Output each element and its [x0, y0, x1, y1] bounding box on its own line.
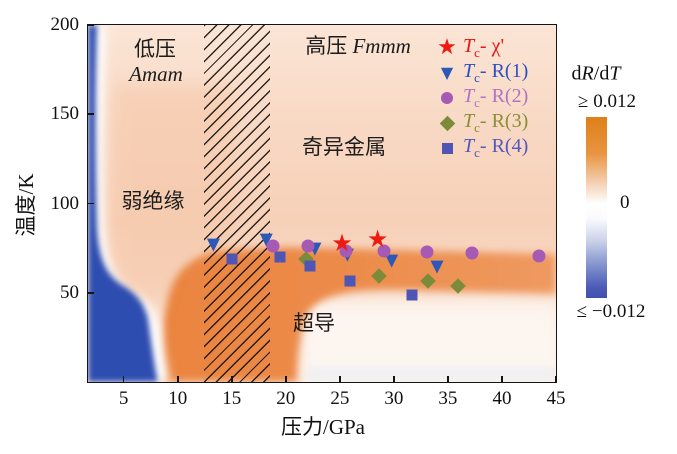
legend-circle-icon	[441, 92, 453, 105]
weak-insulator-label: 弱绝缘	[121, 189, 185, 213]
legend-item-label: Tc- χ'	[463, 34, 505, 60]
x-tick-label: 10	[168, 388, 188, 409]
data-point-star: ★	[331, 228, 353, 257]
y-tick-label: 200	[50, 14, 80, 35]
legend-item: ★ Tc- χ'	[434, 35, 528, 60]
x-tick-label: 40	[492, 388, 512, 409]
high-pressure-label: 高压 Fmmm	[305, 34, 411, 58]
legend-diamond-icon	[434, 115, 460, 132]
data-point-circle	[465, 246, 479, 260]
strange-metal-label: 奇异金属	[302, 135, 386, 159]
legend-item: ▼ Tc- R(1)	[434, 60, 528, 85]
y-tick	[88, 113, 94, 116]
data-point-star: ★	[366, 225, 389, 254]
legend-triangle-icon: ▼	[440, 62, 454, 82]
legend-item-label: Tc- R(3)	[463, 110, 529, 136]
x-tick	[555, 376, 557, 382]
plot-area: 低压 Amam 高压 Fmmm 弱绝缘 奇异金属 超导 ★ Tc- χ' ▼ Tc- …	[51, 14, 566, 409]
x-tick	[122, 376, 125, 382]
x-tick-label: 5	[118, 388, 129, 409]
legend-square-icon	[434, 140, 460, 156]
x-tick	[501, 376, 503, 382]
legend-circle-icon	[434, 90, 460, 106]
legend-item-label: Tc- R(1)	[463, 59, 529, 85]
x-tick	[230, 376, 233, 382]
colorbar-gradient	[586, 117, 607, 298]
amam-phase-label: Amam	[129, 62, 183, 86]
y-tick-label: 50	[60, 281, 79, 303]
data-point-square	[304, 260, 316, 272]
data-point-triangle: ▼	[385, 250, 399, 271]
low-pressure-label: 低压	[134, 37, 176, 61]
x-tick	[284, 376, 287, 382]
data-point-triangle: ▼	[430, 256, 444, 277]
data-point-square	[344, 275, 356, 287]
x-tick-label: 45	[546, 388, 566, 409]
data-point-circle	[301, 239, 315, 253]
legend-star-icon: ★	[437, 34, 457, 60]
data-point-circle	[532, 249, 546, 263]
data-point-square	[274, 251, 286, 263]
y-tick	[88, 291, 94, 294]
x-tick	[176, 376, 179, 382]
legend-square-icon	[441, 143, 453, 155]
legend-item: Tc- R(3)	[434, 110, 529, 136]
y-axis-label: 温度/K	[14, 173, 38, 237]
legend-item: Tc- R(4)	[434, 135, 529, 161]
data-point-square	[226, 253, 238, 265]
y-tick	[88, 24, 94, 26]
colorbar-max-label: ≥ 0.012	[578, 91, 636, 112]
data-point-circle	[420, 245, 434, 259]
y-tick-label: 150	[50, 103, 80, 125]
x-tick	[393, 376, 395, 382]
x-tick-label: 20	[276, 388, 296, 409]
legend-diamond-icon	[439, 115, 455, 132]
x-tick-label: 30	[384, 388, 404, 409]
superconductor-label: 超导	[293, 311, 335, 335]
legend-item-label: Tc- R(2)	[463, 84, 529, 110]
data-point-triangle: ▼	[206, 234, 220, 255]
x-axis-label: 压力/GPa	[281, 415, 365, 439]
legend-item-label: Tc- R(4)	[463, 135, 529, 161]
legend: ★ Tc- χ' ▼ Tc- R(1) Tc- R(2) Tc- R(3) Tc- R(4)	[434, 35, 528, 161]
data-point-square	[406, 289, 418, 301]
x-tick-label: 25	[330, 388, 350, 409]
x-tick	[447, 376, 449, 382]
data-point-circle	[339, 244, 353, 258]
colorbar-min-label: ≤ −0.012	[576, 301, 646, 322]
colorbar-zero-label: 0	[620, 192, 630, 213]
hatched-transition-band	[203, 25, 270, 382]
data-point-circle	[377, 244, 391, 258]
y-tick	[88, 202, 94, 205]
data-point-circle	[266, 239, 280, 253]
colorbar-title: dR/dT	[571, 62, 621, 85]
legend-item: Tc- R(2)	[434, 85, 528, 110]
y-tick-label: 100	[50, 192, 80, 214]
x-tick-label: 15	[222, 388, 242, 409]
x-tick	[339, 376, 341, 382]
x-tick-label: 35	[438, 388, 458, 409]
